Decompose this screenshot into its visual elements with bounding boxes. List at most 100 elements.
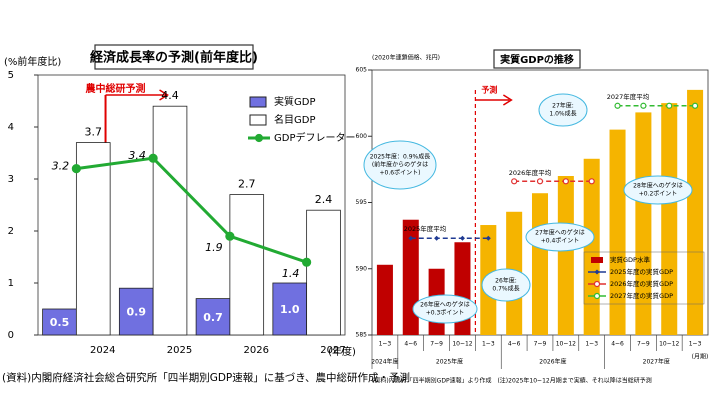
bar-value-label: 0.7 [203,311,223,324]
callout [481,268,531,302]
bar [195,298,231,336]
y-tick-label: 600 [356,133,368,140]
x-tick-label: 2027 [320,345,345,356]
y-tick-label: 595 [356,199,368,206]
chart-title: 経済成長率の予測(前年度比) [90,50,258,66]
callout-text: +0.4ポイント [541,237,580,245]
x-tick-label: 4~6 [611,341,624,348]
callout-text: 1.0%成長 [549,110,576,118]
x-tick-label: 2025 [167,345,192,356]
line-value-label: 1.9 [205,241,223,254]
forecast-label: 予測 [481,85,497,95]
line-marker [225,231,235,241]
callout-text: 28年度へのゲタは [633,182,683,190]
y-tick-label: 585 [356,332,368,339]
y-tick-label: 5 [8,70,14,81]
line-value-label: 3.2 [52,160,70,173]
line-marker [593,280,601,288]
plot-frame [37,74,346,336]
x-axis-unit: (年度) [328,345,356,358]
legend-swatch [249,96,267,108]
title-box [493,49,581,69]
line-marker [614,102,621,109]
bar [75,142,111,336]
chart-title: 実質GDPの推移 [500,53,574,66]
x-tick-label: 7~9 [637,341,650,348]
bar [583,158,600,335]
callout-text: 27年度: [552,102,574,110]
y-tick-label: 1 [8,278,14,289]
legend-label: 実質GDP水準 [610,255,650,264]
legend-swatch [249,114,267,126]
x-tick-label: 10~12 [659,341,679,348]
x-tick-label: 2026 [244,345,269,356]
line-series [76,156,308,264]
callout-text: +0.3ポイント [426,309,465,317]
bar-value-label: 0.5 [50,316,70,329]
callout-text: (前年度からのゲタは [372,161,428,169]
legend-label: 実質GDP [274,95,315,108]
y-tick-label: 4 [8,122,14,133]
callout [363,140,437,190]
legend-label: 名目GDP [274,113,315,126]
bar [661,103,678,335]
forecast-label: 農中総研予測 [86,82,146,95]
line-marker [588,178,595,185]
callout-text: 27年度へのゲタは [535,229,585,237]
x-group-label: 2024年度 [371,358,398,366]
x-group-label: 2026年度 [539,358,566,366]
callout [623,175,693,205]
average-label: 2026年度平均 [509,168,552,177]
x-tick-label: 7~9 [534,341,547,348]
forecast-arrow [105,89,169,101]
legend-label: 2025年度の実質GDP [610,267,673,276]
bar [229,194,265,336]
line-marker [408,235,414,241]
line-value-label: 1.4 [282,267,300,280]
bar [687,89,704,335]
bar [306,209,341,336]
chart: 実質GDPの推移 (2020年連鎖価格、兆円) (月期) 585 590 595 600 60… [356,49,709,385]
x-tick-label: 1~3 [379,341,392,348]
callout [538,93,588,127]
x-tick-label: 2024 [90,345,115,356]
y-tick-label: 0 [8,330,14,341]
y-tick-label: 605 [356,67,368,74]
bar-value-label: 4.4 [161,89,179,102]
x-tick-label: 4~6 [508,341,521,348]
line-marker [593,292,601,300]
y-tick-label: 2 [8,226,14,237]
bar [118,287,154,336]
bar [609,129,626,335]
callout-text: 0.7%成長 [492,285,519,293]
average-label: 2025年度平均 [404,224,447,233]
bar [152,105,188,336]
forecast-arrow [475,94,513,106]
legend-label: 2027年度の実質GDP [610,291,673,300]
legend-label: GDPデフレーター [274,131,355,144]
line-marker [511,178,518,185]
y-tick-label: 590 [356,265,368,272]
line-marker [254,133,264,143]
x-axis-unit: (月期) [692,353,709,361]
line-marker [594,269,600,275]
line-marker [691,102,699,109]
callout-text: 26年度: [495,277,517,285]
line-marker [459,235,465,241]
y-axis-label: (%前年度比) [4,55,61,68]
line-value-label: 3.4 [128,149,146,162]
bar [376,264,393,335]
line-marker [302,257,312,267]
callout [412,294,478,324]
callout-text: +0.2ポイント [639,190,678,198]
x-tick-label: 1~3 [689,341,702,348]
callout-text: +0.6ポイント) [380,169,421,177]
line-marker [485,235,491,241]
bar [531,193,549,335]
bar-value-label: 3.7 [85,126,103,139]
legend-label: 2026年度の実質GDP [610,279,673,288]
callout [525,222,595,252]
x-tick-label: 1~3 [482,341,495,348]
bar-value-label: 1.0 [280,303,300,316]
